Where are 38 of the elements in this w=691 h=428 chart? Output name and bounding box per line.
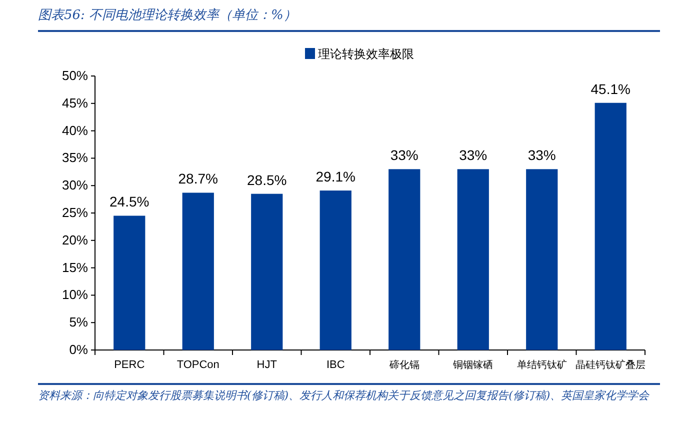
data-label: 33% xyxy=(459,147,488,164)
data-label: 33% xyxy=(390,147,418,164)
bar xyxy=(594,102,626,350)
y-tick-label: 5% xyxy=(69,314,88,330)
data-label: 45.1% xyxy=(590,80,630,97)
x-tick-label: IBC xyxy=(326,359,345,371)
x-tick-label: PERC xyxy=(114,359,145,371)
x-tick-label: TOPCon xyxy=(176,359,220,371)
x-tick-label: HJT xyxy=(256,359,278,371)
y-tick-label: 0% xyxy=(69,342,88,357)
y-tick-label: 20% xyxy=(62,232,88,248)
x-tick-label: 单结钙钛矿 xyxy=(516,359,567,371)
y-tick-label: 30% xyxy=(62,178,88,193)
y-tick-label: 40% xyxy=(62,122,88,138)
data-label: 24.5% xyxy=(110,194,150,210)
y-tick-label: 10% xyxy=(62,287,88,302)
chart-title: 图表56: 不同电池理论转换效率（单位：%） xyxy=(38,6,660,32)
x-tick-label: 晶硅钙钛矿叠层 xyxy=(576,359,646,371)
text: 资料来源：向特定对象发行股票募集说明书(修订稿)、发行人和保荐机构关于反馈意见之回复报告(修订稿)、英国皇家化学学会 xyxy=(38,383,660,403)
x-tick-label: 铜铟镓硒 xyxy=(452,359,494,371)
bar xyxy=(388,169,420,350)
data-label: 29.1% xyxy=(316,168,356,185)
bar xyxy=(320,190,352,350)
y-tick-label: 50% xyxy=(62,68,88,83)
y-tick-label: 15% xyxy=(62,260,88,275)
legend-label: 理论转换效率极限 xyxy=(318,47,414,61)
data-label: 28.5% xyxy=(247,172,287,188)
bar xyxy=(114,216,146,350)
x-tick-label: 碲化镉 xyxy=(388,359,420,371)
y-tick-label: 35% xyxy=(62,150,88,166)
bar xyxy=(182,192,214,350)
bar xyxy=(526,169,558,350)
data-label: 28.7% xyxy=(178,170,218,187)
bar xyxy=(251,194,283,350)
data-label: 33% xyxy=(528,147,556,164)
y-tick-label: 25% xyxy=(62,205,88,220)
bar xyxy=(457,169,489,350)
y-tick-label: 45% xyxy=(62,95,88,110)
